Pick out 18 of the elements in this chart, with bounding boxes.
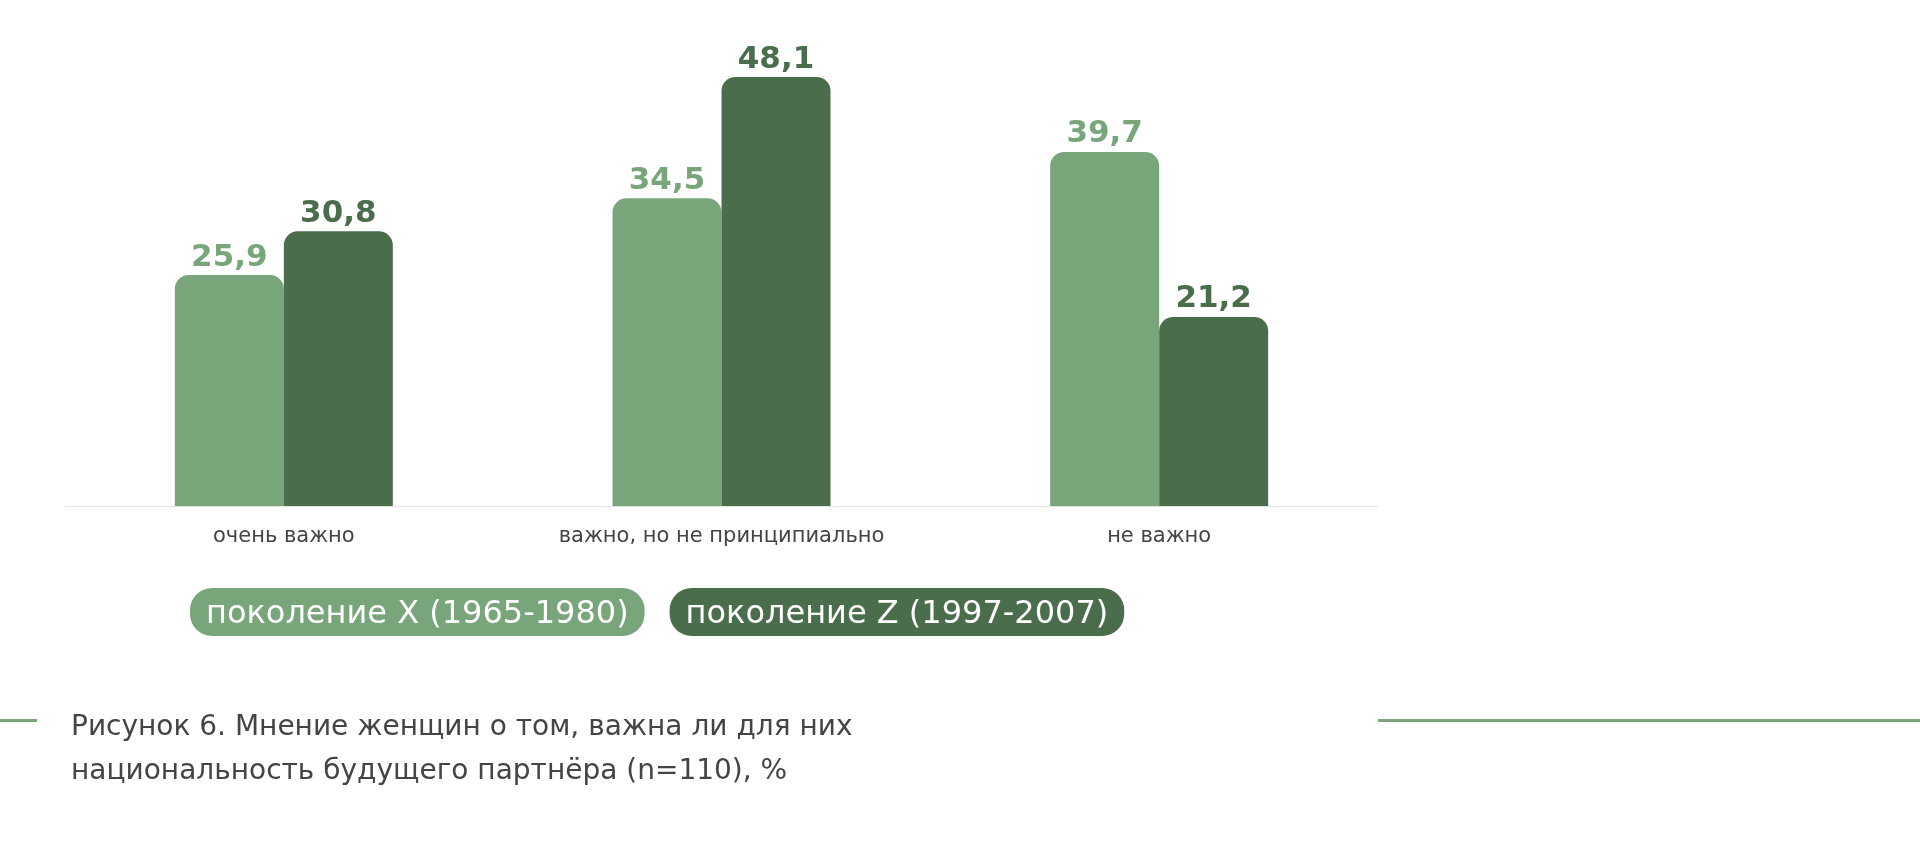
x-tick-label: важно, но не принципиально: [558, 522, 885, 547]
text: поколение X (1965-1980): [206, 593, 629, 631]
data-label: 34,5: [628, 159, 706, 196]
text: поколение Z (1997-2007): [685, 593, 1109, 631]
bar: [1159, 316, 1269, 506]
data-label: 30,8: [300, 192, 377, 229]
data-label: 21,2: [1175, 278, 1252, 315]
text: Рисунок 6. Мнение женщин о том, важна ли для них национальность будущего партнёра (n=110), %: [71, 708, 862, 786]
data-label: 39,7: [1066, 113, 1143, 150]
x-tick-label: не важно: [1107, 522, 1212, 547]
bar: [721, 77, 831, 506]
data-label: 25,9: [191, 236, 268, 273]
data-label: 48,1: [737, 38, 815, 75]
bar: [1050, 151, 1160, 506]
bar: [612, 198, 722, 506]
bar: [283, 231, 393, 506]
bar: [174, 275, 284, 506]
x-tick-label: очень важно: [212, 522, 355, 547]
